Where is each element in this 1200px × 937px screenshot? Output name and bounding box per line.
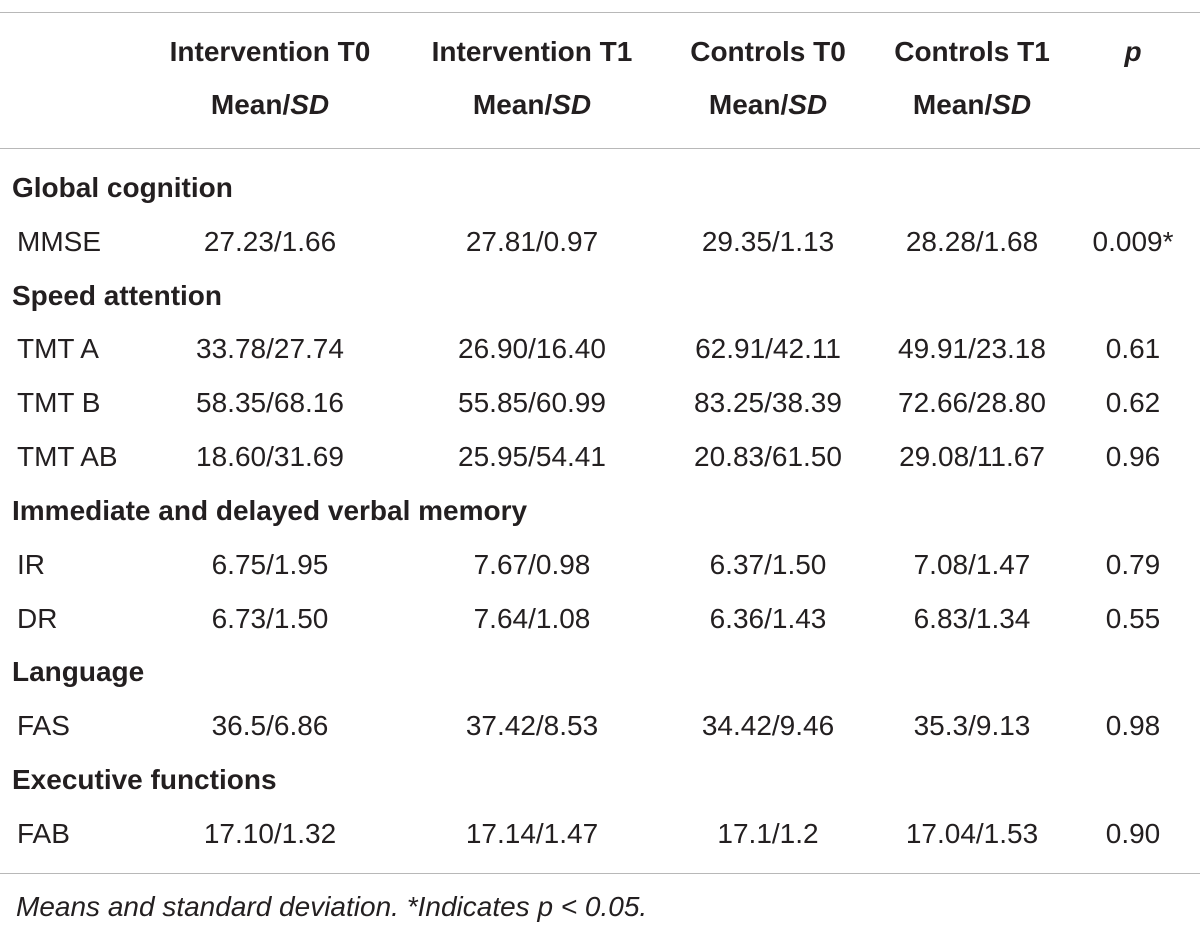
cell: 0.009* [1092,225,1174,257]
subtitle-italic: SD [992,89,1032,120]
bottom-rule [0,873,1200,874]
cell: 18.60/31.69 [196,441,344,473]
subtitle-italic: SD [552,89,592,120]
cell: 29.35/1.13 [701,225,835,257]
subtitle-italic: SD [788,89,828,120]
cell: 58.35/68.16 [196,387,344,419]
cell: 0.98 [1105,710,1161,742]
column-subtitle: Mean/SD [913,85,1031,125]
cell: 0.62 [1105,387,1161,419]
row-label: DR [17,602,58,634]
section-title: Executive functions [12,764,277,796]
column-title: Controls T1 [894,36,1050,67]
row-label: FAS [17,710,70,742]
row-label: IR [17,548,45,580]
cell: 35.3/9.13 [913,710,1031,742]
cell: 34.42/9.46 [701,710,835,742]
column-title: Intervention T0 [169,36,371,67]
footnote: Means and standard deviation. *Indicates… [16,891,648,922]
cell: 27.23/1.66 [203,225,337,257]
cell: 62.91/42.11 [695,333,841,365]
column-subtitle: Mean/SD [709,85,827,125]
column-title: p [1124,36,1142,67]
cell: 6.37/1.50 [709,548,827,580]
cell: 28.28/1.68 [905,225,1039,257]
cell: 0.90 [1105,817,1161,849]
section-title: Global cognition [12,172,233,203]
row-label: MMSE [17,225,101,257]
cell: 0.61 [1105,333,1161,365]
subtitle-text: Mean/ [708,89,789,120]
cell: 72.66/28.80 [898,387,1046,419]
column-title: Controls T0 [690,36,846,67]
column-subtitle: Mean/SD [473,85,591,125]
cell: 0.79 [1105,548,1161,580]
cell: 7.64/1.08 [473,602,591,634]
cell: 83.25/38.39 [694,387,842,419]
row-label: TMT AB [17,441,118,473]
cell: 0.55 [1105,602,1161,634]
row-label: TMT A [17,333,99,365]
cell: 20.83/61.50 [694,441,842,473]
section-title: Immediate and delayed verbal memory [12,494,528,526]
cell: 29.08/11.67 [899,441,1045,473]
cell: 7.67/0.98 [473,548,591,580]
cell: 6.73/1.50 [211,602,329,634]
subtitle-text: Mean/ [912,89,993,120]
cell: 26.90/16.40 [458,333,606,365]
cell: 17.04/1.53 [905,817,1039,849]
cell: 25.95/54.41 [458,441,606,473]
top-rule [0,12,1200,13]
cell: 37.42/8.53 [465,710,599,742]
cell: 55.85/60.99 [458,387,606,419]
cell: 6.75/1.95 [211,548,329,580]
subtitle-text: Mean/ [472,89,553,120]
section-title: Language [12,656,145,688]
cell: 27.81/0.97 [465,225,599,257]
cell: 7.08/1.47 [913,548,1031,580]
cell: 36.5/6.86 [211,710,329,742]
row-label: TMT B [17,387,101,419]
cell: 33.78/27.74 [196,333,344,365]
cell: 49.91/23.18 [898,333,1046,365]
section-title: Speed attention [12,279,223,311]
subtitle-text: Mean/ [210,89,291,120]
cell: 6.36/1.43 [709,602,827,634]
cell: 6.83/1.34 [913,602,1031,634]
column-title: Intervention T1 [431,36,633,67]
cell: 17.14/1.47 [465,817,599,849]
cell: 0.96 [1105,441,1161,473]
cell: 17.1/1.2 [717,817,819,849]
subtitle-italic: SD [290,89,330,120]
row-label: FAB [17,817,70,849]
column-subtitle: Mean/SD [211,85,329,125]
cell: 17.10/1.32 [203,817,337,849]
header-rule [0,148,1200,149]
